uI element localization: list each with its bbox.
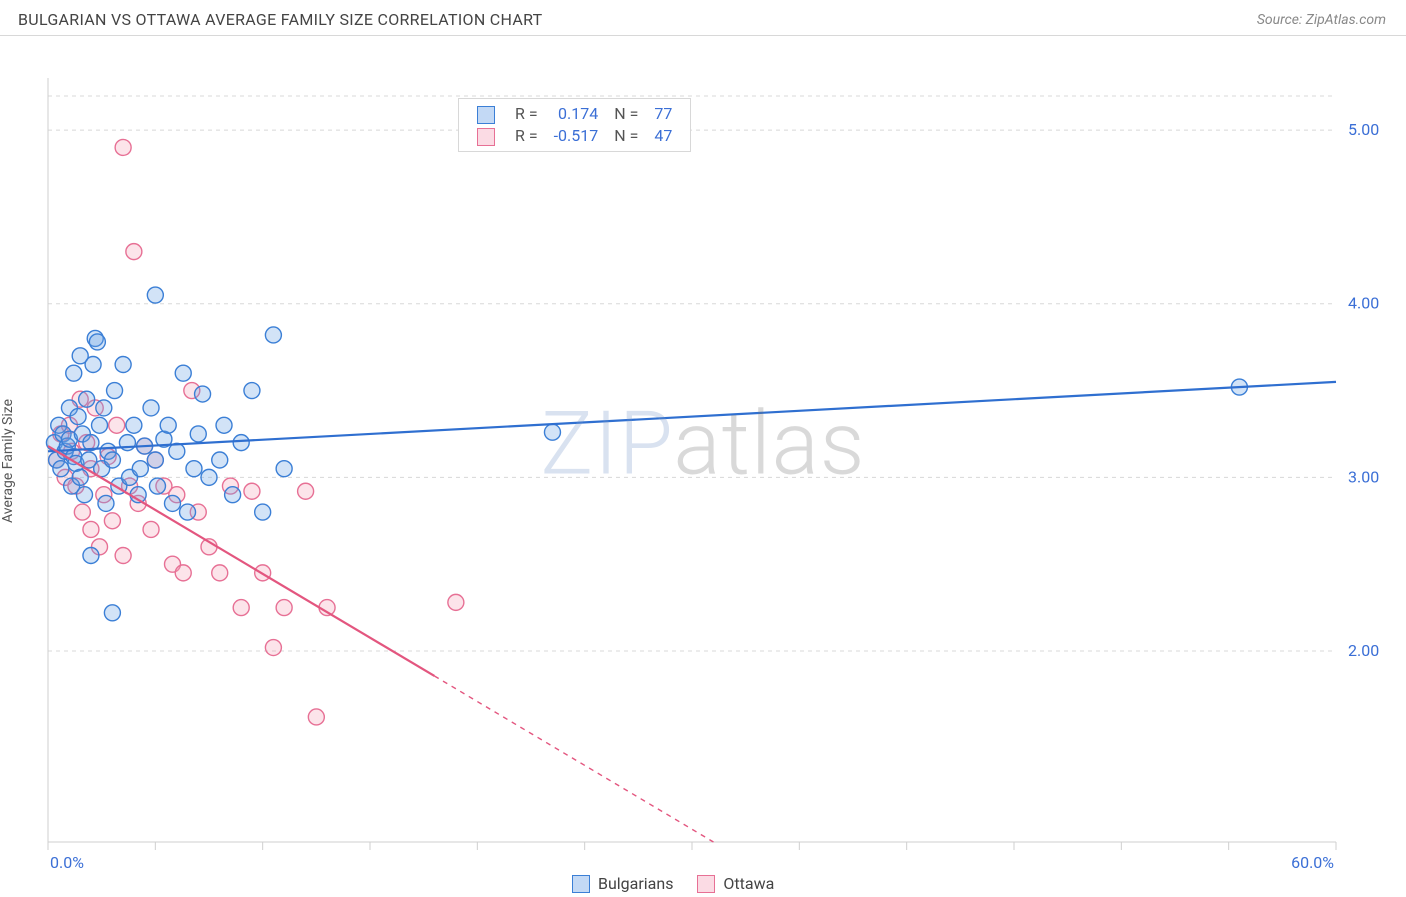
r-label: R = [507,125,546,147]
legend-swatch [697,875,715,893]
n-value: 77 [646,103,680,125]
stats-legend-row: R =-0.517N =47 [469,125,680,147]
y-axis-label: Average Family Size [0,399,16,523]
svg-text:0.0%: 0.0% [50,853,84,872]
n-value: 47 [646,125,680,147]
scatter-plot-svg: 2.00 3.00 4.00 5.00 0.0% 60.0% [0,36,1406,886]
legend-swatch [477,106,495,124]
chart-source: Source: ZipAtlas.com [1257,12,1386,28]
series-legend-item: Ottawa [697,874,774,893]
chart-area: Average Family Size 2.00 3.00 4.00 5.00 0.0%… [0,36,1406,886]
series-name: Ottawa [723,874,774,893]
svg-text:60.0%: 60.0% [1291,853,1334,872]
svg-text:4.00: 4.00 [1348,294,1379,313]
stats-legend-row: R =0.174N =77 [469,103,680,125]
chart-title: BULGARIAN VS OTTAWA AVERAGE FAMILY SIZE … [18,10,543,29]
n-label: N = [606,125,646,147]
r-label: R = [507,103,546,125]
r-value: -0.517 [546,125,607,147]
legend-swatch [477,128,495,146]
stats-legend-box: R =0.174N =77R =-0.517N =47 [458,98,691,152]
r-value: 0.174 [546,103,607,125]
svg-text:3.00: 3.00 [1348,467,1379,486]
n-label: N = [606,103,646,125]
svg-text:5.00: 5.00 [1348,120,1379,139]
series-legend-item: Bulgarians [572,874,673,893]
svg-text:2.00: 2.00 [1348,641,1379,660]
series-name: Bulgarians [598,874,673,893]
chart-header: BULGARIAN VS OTTAWA AVERAGE FAMILY SIZE … [0,0,1406,35]
legend-swatch [572,875,590,893]
series-legend: Bulgarians Ottawa [560,874,786,897]
